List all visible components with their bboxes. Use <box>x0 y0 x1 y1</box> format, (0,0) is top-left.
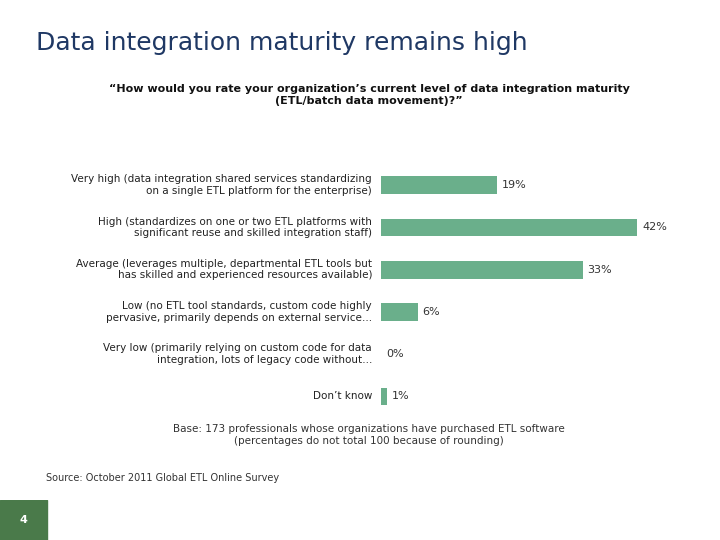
Text: Average (leverages multiple, departmental ETL tools but
has skilled and experien: Average (leverages multiple, departmenta… <box>76 259 372 280</box>
Text: Low (no ETL tool standards, custom code highly
pervasive, primarily depends on e: Low (no ETL tool standards, custom code … <box>106 301 372 323</box>
Bar <box>381 177 497 194</box>
Text: 6%: 6% <box>423 307 441 317</box>
Bar <box>0 500 47 540</box>
Text: 33%: 33% <box>588 265 612 275</box>
Text: 42%: 42% <box>642 222 667 232</box>
Text: Very low (primarily relying on custom code for data
integration, lots of legacy : Very low (primarily relying on custom co… <box>104 343 372 365</box>
Text: Very high (data integration shared services standardizing
on a single ETL platfo: Very high (data integration shared servi… <box>71 174 372 196</box>
Text: 0%: 0% <box>386 349 404 359</box>
Text: 4: 4 <box>19 515 27 525</box>
Text: Source: October 2011 Global ETL Online Survey: Source: October 2011 Global ETL Online S… <box>46 473 279 483</box>
Text: 1%: 1% <box>392 392 410 401</box>
Text: © 2012 Forrester Research, Inc. Reproduction Prohibited: © 2012 Forrester Research, Inc. Reproduc… <box>58 515 297 524</box>
Text: “How would you rate your organization’s current level of data integration maturi: “How would you rate your organization’s … <box>109 84 629 106</box>
Bar <box>381 261 582 279</box>
Text: Data integration maturity remains high: Data integration maturity remains high <box>36 31 528 55</box>
Text: High (standardizes on one or two ETL platforms with
significant reuse and skille: High (standardizes on one or two ETL pla… <box>98 217 372 238</box>
Text: Base: 173 professionals whose organizations have purchased ETL software
(percent: Base: 173 professionals whose organizati… <box>173 424 565 446</box>
Bar <box>381 219 637 237</box>
Text: Don’t know: Don’t know <box>312 392 372 401</box>
Text: 19%: 19% <box>502 180 527 190</box>
Bar <box>381 388 387 406</box>
Bar <box>381 303 418 321</box>
